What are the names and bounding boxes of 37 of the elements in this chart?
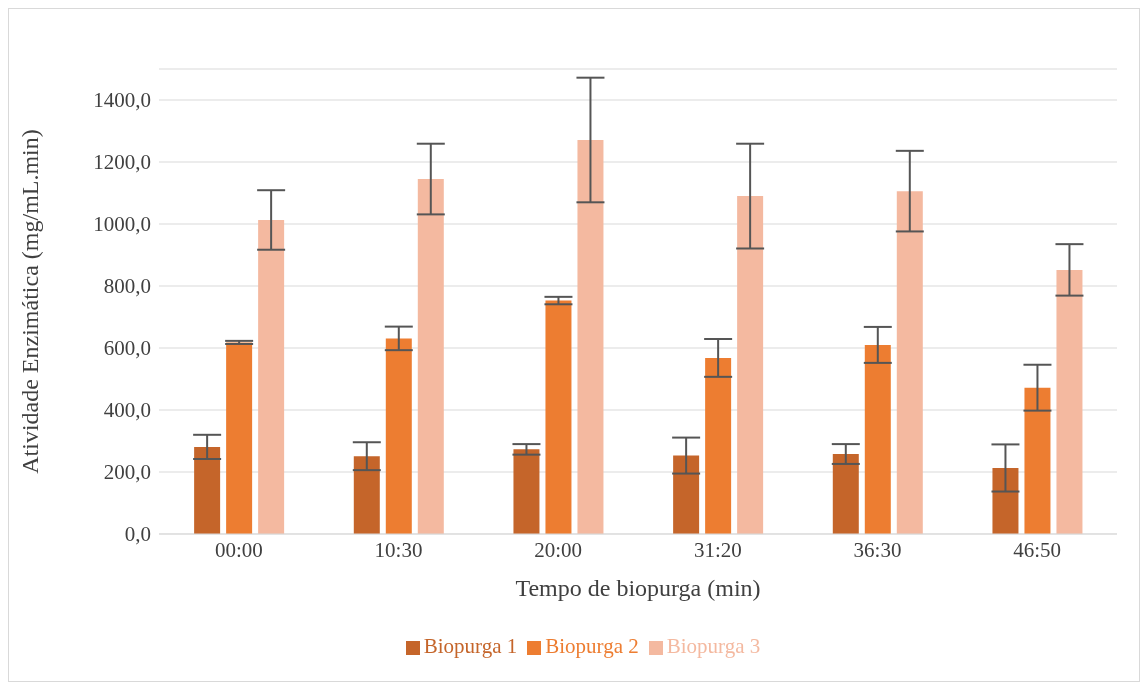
legend-label: Biopurga 2 xyxy=(545,634,639,658)
bar xyxy=(194,446,221,534)
y-tick-label: 0,0 xyxy=(124,522,151,547)
bar xyxy=(673,455,700,534)
x-tick-label: 10:30 xyxy=(374,537,423,562)
bar xyxy=(417,179,444,534)
bar xyxy=(545,300,572,534)
bar xyxy=(1056,269,1083,534)
legend-label: Biopurga 1 xyxy=(423,634,518,658)
y-tick-label: 1400,0 xyxy=(93,88,151,113)
bar xyxy=(258,219,285,534)
y-tick-label: 400,0 xyxy=(103,398,151,423)
bar xyxy=(896,191,923,534)
y-tick-label: 800,0 xyxy=(103,274,151,299)
x-tick-label: 20:00 xyxy=(534,537,583,562)
bar xyxy=(832,454,859,534)
bar xyxy=(577,139,604,534)
bar xyxy=(992,467,1019,534)
y-axis-title: Atividade Enzimática (mg/mL.min) xyxy=(16,129,43,474)
bar xyxy=(226,342,253,534)
legend-label: Biopurga 3 xyxy=(666,634,761,658)
y-tick-label: 200,0 xyxy=(103,460,151,485)
x-tick-label: 00:00 xyxy=(214,537,263,562)
x-axis-title: Tempo de biopurga (min) xyxy=(515,575,761,601)
x-tick-label: 36:30 xyxy=(853,537,902,562)
x-tick-label: 46:50 xyxy=(1013,537,1062,562)
bar xyxy=(353,456,380,534)
x-tick-label: 31:20 xyxy=(693,537,742,562)
bar xyxy=(1024,387,1051,534)
y-tick-label: 1000,0 xyxy=(93,212,151,237)
bar xyxy=(864,344,891,534)
bar xyxy=(705,357,732,534)
bar xyxy=(737,196,764,534)
bar xyxy=(513,449,540,534)
bar xyxy=(385,338,412,534)
y-tick-label: 600,0 xyxy=(103,336,151,361)
y-tick-label: 1200,0 xyxy=(93,150,151,175)
